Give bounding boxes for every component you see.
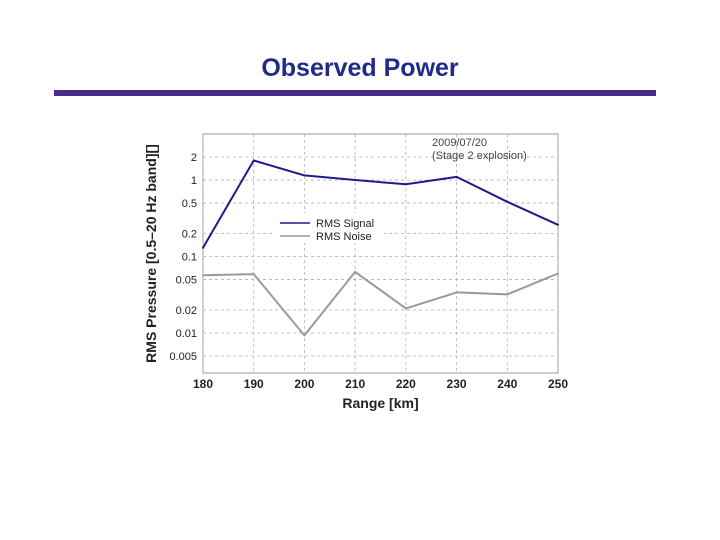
data-point [202,246,204,249]
x-axis-label: Range [km] [342,395,418,411]
x-tick-label: 180 [193,377,213,391]
data-point [354,179,357,182]
y-tick-label: 0.1 [182,252,197,264]
series-line-rms-signal [202,159,559,249]
data-point [557,223,559,226]
data-point [202,274,204,277]
data-point [252,159,255,162]
rms-pressure-chart: 2 1 0.5 0.2 0.1 0.05 0.02 0.01 0.005 180 190 200 210… [143,133,568,411]
title-divider [54,90,656,96]
y-tick-label: 0.5 [182,198,197,210]
axis-layer: 2 1 0.5 0.2 0.1 0.05 0.02 0.01 0.005 180 190 200 210… [143,144,568,411]
data-point [354,270,357,273]
grid-layer [202,133,559,374]
data-point [455,175,458,178]
series-line-rms-noise [202,270,559,337]
chart-annotation: (Stage 2 explosion) [432,150,527,162]
y-tick-label: 0.02 [176,305,197,317]
x-tick-label: 250 [548,377,568,391]
y-tick-label: 0.2 [182,229,197,241]
data-point [252,273,255,276]
x-tick-label: 240 [497,377,517,391]
y-tick-label: 1 [191,175,197,187]
x-tick-label: 210 [345,377,365,391]
y-tick-label: 2 [191,152,197,164]
x-tick-label: 190 [244,377,264,391]
plot-frame [202,133,559,374]
x-tick-label: 230 [447,377,467,391]
slide-title: Observed Power [261,54,459,82]
x-tick-label: 200 [294,377,314,391]
legend-box [274,213,384,243]
data-point [557,272,559,275]
data-point [303,334,306,337]
data-point [404,307,407,310]
data-point [404,183,407,186]
legend-label: RMS Signal [316,218,374,230]
y-axis-label: RMS Pressure [0.5–20 Hz band][] [143,144,159,363]
y-tick-label: 0.005 [169,351,197,363]
series-layer [202,159,559,337]
x-tick-label: 220 [396,377,416,391]
y-tick-label: 0.01 [176,328,197,340]
data-point [506,200,509,203]
y-tick-label: 0.05 [176,275,197,287]
data-point [506,293,509,296]
legend-label: RMS Noise [316,231,372,243]
chart-annotation: 2009/07/20 [432,137,487,149]
data-point [303,174,306,177]
chart-container: 2 1 0.5 0.2 0.1 0.05 0.02 0.01 0.005 180 190 200 210… [140,128,580,418]
data-point [455,291,458,294]
